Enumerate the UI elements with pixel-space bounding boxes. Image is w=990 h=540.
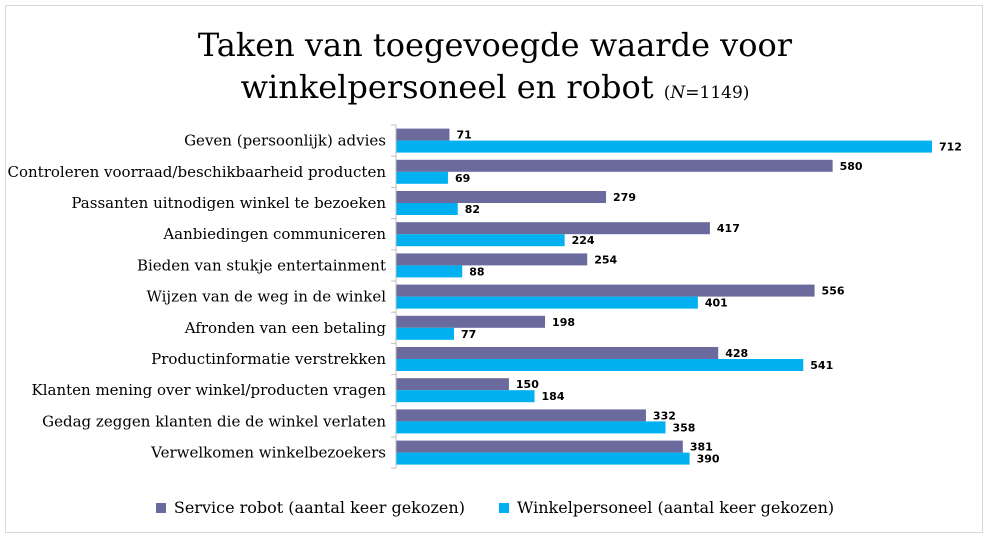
title-line-2: winkelpersoneel en robot (N=1149) (0, 66, 990, 114)
bar-service-robot-bieden-van-stukje-entertainment (396, 253, 588, 266)
data-label-winkelpersoneel-wijzen-van-de-weg-in-de-winkel: 401 (705, 297, 728, 310)
category-label-wijzen-van-de-weg-in-de-winkel: Wijzen van de weg in de winkel (146, 288, 386, 306)
bar-winkelpersoneel-afronden-van-een-betaling (396, 327, 454, 340)
chart-legend: Service robot (aantal keer gekozen) Wink… (0, 498, 990, 517)
legend-item-service-robot: Service robot (aantal keer gekozen) (155, 498, 465, 517)
data-label-winkelpersoneel-bieden-van-stukje-entertainment: 88 (469, 265, 484, 278)
bar-winkelpersoneel-verwelkomen-winkelbezoekers (396, 452, 690, 465)
data-label-winkelpersoneel-passanten-uitnodigen-winkel-te-bezoeken: 82 (465, 203, 480, 216)
sample-size-variable: N (670, 83, 686, 103)
legend-swatch-service-robot (155, 502, 166, 513)
data-label-winkelpersoneel-aanbiedingen-communiceren: 224 (572, 234, 595, 247)
bar-winkelpersoneel-controleren-voorraad-beschikbaarheid-producten (396, 171, 448, 184)
data-label-service-robot-afronden-van-een-betaling: 198 (552, 316, 575, 329)
bar-service-robot-gedag-zeggen-klanten-die-de-winkel-verlaten (396, 409, 646, 422)
bar-winkelpersoneel-klanten-mening-over-winkel-producten-vragen (396, 390, 535, 403)
sample-size-value: =1149) (685, 83, 750, 103)
category-label-controleren-voorraad-beschikbaarheid-producten: Controleren voorraad/beschikbaarheid pro… (8, 163, 387, 181)
data-label-winkelpersoneel-geven-persoonlijk-advies: 712 (939, 141, 962, 154)
category-label-geven-persoonlijk-advies: Geven (persoonlijk) advies (184, 132, 386, 150)
data-label-winkelpersoneel-klanten-mening-over-winkel-producten-vragen: 184 (542, 390, 565, 403)
bar-service-robot-aanbiedingen-communiceren (396, 222, 710, 235)
category-label-passanten-uitnodigen-winkel-te-bezoeken: Passanten uitnodigen winkel te bezoeken (71, 194, 386, 212)
category-label-productinformatie-verstrekken: Productinformatie verstrekken (151, 350, 386, 368)
data-label-service-robot-gedag-zeggen-klanten-die-de-winkel-verlaten: 332 (653, 409, 676, 422)
title-line-2-text: winkelpersoneel en robot (240, 68, 654, 106)
data-label-winkelpersoneel-gedag-zeggen-klanten-die-de-winkel-verlaten: 358 (673, 421, 696, 434)
sample-size-note: (N=1149) (664, 83, 750, 103)
bar-winkelpersoneel-passanten-uitnodigen-winkel-te-bezoeken (396, 203, 458, 215)
data-label-winkelpersoneel-controleren-voorraad-beschikbaarheid-producten: 69 (455, 172, 470, 185)
bar-service-robot-passanten-uitnodigen-winkel-te-bezoeken (396, 191, 607, 203)
category-label-verwelkomen-winkelbezoekers: Verwelkomen winkelbezoekers (150, 444, 386, 462)
bar-winkelpersoneel-aanbiedingen-communiceren (396, 234, 565, 247)
category-label-klanten-mening-over-winkel-producten-vragen: Klanten mening over winkel/producten vra… (32, 381, 387, 399)
sample-size-open: ( (663, 83, 671, 103)
legend-label-winkelpersoneel: Winkelpersoneel (aantal keer gekozen) (516, 498, 835, 517)
data-label-service-robot-geven-persoonlijk-advies: 71 (456, 129, 471, 142)
category-label-aanbiedingen-communiceren: Aanbiedingen communiceren (162, 225, 386, 243)
bar-winkelpersoneel-gedag-zeggen-klanten-die-de-winkel-verlaten (396, 421, 666, 434)
category-label-bieden-van-stukje-entertainment: Bieden van stukje entertainment (137, 256, 386, 274)
bar-service-robot-geven-persoonlijk-advies (396, 128, 450, 141)
bar-winkelpersoneel-geven-persoonlijk-advies (396, 140, 932, 153)
chart-title: Taken van toegevoegde waarde voor winkel… (0, 24, 990, 114)
data-label-service-robot-klanten-mening-over-winkel-producten-vragen: 150 (516, 378, 539, 391)
category-label-afronden-van-een-betaling: Afronden van een betaling (184, 319, 387, 337)
data-label-service-robot-passanten-uitnodigen-winkel-te-bezoeken: 279 (613, 191, 636, 204)
data-label-service-robot-productinformatie-verstrekken: 428 (725, 347, 748, 360)
data-label-winkelpersoneel-verwelkomen-winkelbezoekers: 390 (697, 453, 720, 466)
data-label-service-robot-aanbiedingen-communiceren: 417 (717, 222, 740, 235)
data-label-service-robot-verwelkomen-winkelbezoekers: 381 (690, 441, 713, 454)
title-line-1: Taken van toegevoegde waarde voor (197, 26, 793, 64)
data-label-service-robot-controleren-voorraad-beschikbaarheid-producten: 580 (840, 160, 863, 173)
legend-item-winkelpersoneel: Winkelpersoneel (aantal keer gekozen) (498, 498, 835, 517)
bar-service-robot-afronden-van-een-betaling (396, 315, 546, 328)
legend-label-service-robot: Service robot (aantal keer gekozen) (173, 498, 465, 517)
bar-service-robot-wijzen-van-de-weg-in-de-winkel (396, 284, 815, 297)
bar-winkelpersoneel-wijzen-van-de-weg-in-de-winkel (396, 296, 698, 309)
bar-service-robot-klanten-mening-over-winkel-producten-vragen (396, 378, 509, 391)
bar-winkelpersoneel-productinformatie-verstrekken (396, 359, 804, 371)
data-label-service-robot-bieden-van-stukje-entertainment: 254 (594, 253, 617, 266)
legend-swatch-winkelpersoneel (498, 502, 509, 513)
category-label-gedag-zeggen-klanten-die-de-winkel-verlaten: Gedag zeggen klanten die de winkel verla… (42, 412, 386, 430)
bar-service-robot-productinformatie-verstrekken (396, 347, 719, 359)
bar-winkelpersoneel-bieden-van-stukje-entertainment (396, 265, 463, 278)
data-label-winkelpersoneel-productinformatie-verstrekken: 541 (810, 359, 833, 372)
data-label-winkelpersoneel-afronden-van-een-betaling: 77 (461, 328, 476, 341)
data-label-service-robot-wijzen-van-de-weg-in-de-winkel: 556 (822, 285, 845, 298)
bar-service-robot-controleren-voorraad-beschikbaarheid-producten (396, 159, 833, 172)
bar-service-robot-verwelkomen-winkelbezoekers (396, 440, 683, 453)
